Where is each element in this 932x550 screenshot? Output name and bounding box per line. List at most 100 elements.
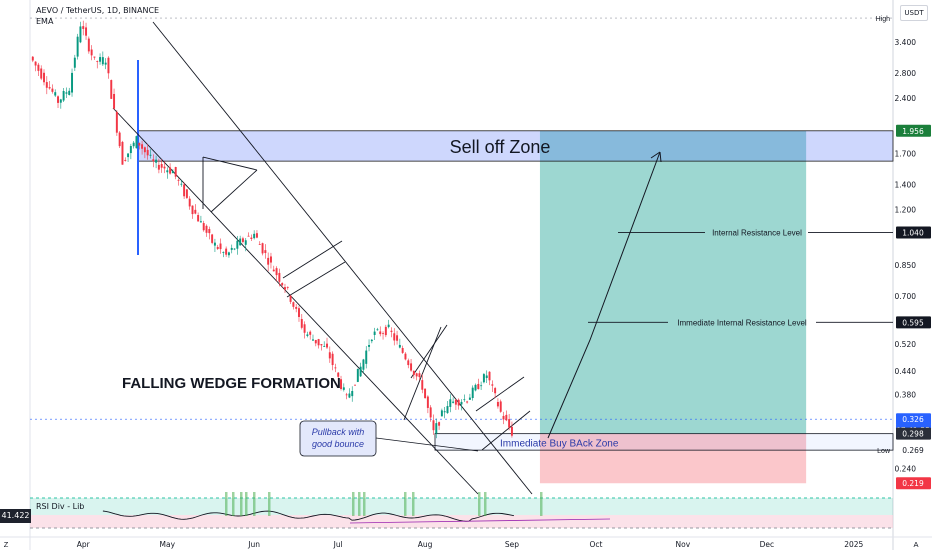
candle-body bbox=[424, 388, 427, 399]
rsi-signal-bar bbox=[268, 492, 271, 516]
candle-body bbox=[466, 401, 469, 403]
candle-body bbox=[157, 164, 160, 170]
candle-body bbox=[370, 339, 373, 342]
candle-body bbox=[205, 225, 208, 233]
candle-body bbox=[96, 61, 99, 62]
candle-body bbox=[253, 233, 256, 239]
candle-body bbox=[348, 393, 351, 398]
candle-body bbox=[59, 99, 62, 103]
candle-body bbox=[62, 91, 65, 101]
y-tick-label: 0.850 bbox=[895, 261, 917, 270]
candle-body bbox=[351, 391, 354, 397]
candle-body bbox=[488, 371, 491, 381]
candle-body bbox=[171, 171, 174, 174]
y-tick-label: 1.700 bbox=[895, 149, 917, 158]
falling-wedge-label: FALLING WEDGE FORMATION bbox=[122, 375, 341, 392]
candle-body bbox=[303, 324, 306, 333]
trend-line bbox=[152, 21, 533, 495]
x-tick-label: Aug bbox=[418, 540, 433, 549]
candle-body bbox=[199, 221, 202, 223]
candle-body bbox=[510, 426, 513, 436]
candle-body bbox=[401, 348, 404, 353]
candle-body bbox=[446, 406, 449, 414]
buy-back-zone-label: Immediate Buy BAck Zone bbox=[500, 439, 619, 450]
candle-body bbox=[174, 167, 177, 177]
candle-body bbox=[283, 287, 286, 290]
candle-body bbox=[208, 229, 211, 234]
candle-body bbox=[37, 64, 40, 71]
candle-body bbox=[76, 36, 79, 57]
pullback-label-line1: Pullback with bbox=[312, 427, 365, 437]
candle-body bbox=[496, 401, 499, 407]
candle-body bbox=[471, 387, 474, 399]
candle-body bbox=[104, 62, 107, 65]
candle-body bbox=[345, 394, 348, 396]
candle-body bbox=[121, 141, 124, 165]
candle-body bbox=[143, 147, 146, 153]
candle-body bbox=[314, 339, 317, 344]
candle-body bbox=[298, 308, 300, 317]
rsi-signal-bar bbox=[478, 492, 481, 516]
candle-body bbox=[300, 318, 303, 328]
high-label: High bbox=[876, 16, 891, 23]
time-axis-corner-right: A bbox=[913, 540, 918, 549]
candle-body bbox=[368, 345, 371, 347]
price-tag: 0.298 bbox=[902, 430, 924, 439]
candle-body bbox=[124, 159, 127, 161]
candle-body bbox=[275, 268, 278, 276]
candle-body bbox=[118, 132, 121, 147]
candle-body bbox=[264, 250, 267, 254]
candle-body bbox=[163, 166, 166, 169]
candle-body bbox=[34, 61, 37, 66]
candle-body bbox=[211, 234, 214, 243]
candle-body bbox=[485, 375, 488, 378]
candle-body bbox=[382, 333, 385, 335]
rsi-divergence-line bbox=[349, 518, 611, 524]
candle-body bbox=[508, 419, 511, 428]
symbol-title: AEVO / TetherUS, 1D, BINANCE bbox=[36, 6, 160, 15]
rsi-legend[interactable]: RSI Div - Lib bbox=[36, 502, 85, 511]
y-tick-label: 0.440 bbox=[895, 367, 917, 376]
x-tick-label: Apr bbox=[77, 540, 91, 549]
candle-body bbox=[40, 68, 43, 79]
immediate-resistance-label: Immediate Internal Resistance Level bbox=[677, 318, 807, 327]
candle-body bbox=[278, 272, 281, 282]
y-tick-label: 1.200 bbox=[895, 205, 917, 214]
price-tag-bg bbox=[896, 124, 931, 137]
rsi-signal-bar bbox=[240, 492, 243, 516]
rsi-signal-bar bbox=[363, 492, 366, 516]
sell-off-zone-label: Sell off Zone bbox=[450, 137, 551, 157]
candle-body bbox=[292, 302, 295, 307]
candle-body bbox=[138, 142, 141, 146]
candle-body bbox=[101, 57, 104, 65]
currency-button[interactable]: USDT bbox=[900, 5, 928, 21]
rsi-signal-bar bbox=[352, 492, 355, 516]
candle-body bbox=[463, 399, 466, 401]
pullback-label-line2: good bounce bbox=[312, 439, 364, 449]
candle-body bbox=[166, 170, 169, 173]
candle-body bbox=[48, 87, 51, 89]
candle-body bbox=[107, 57, 110, 74]
rsi-signal-bar bbox=[540, 492, 543, 516]
candle-body bbox=[443, 411, 446, 413]
price-tag-bg bbox=[896, 226, 931, 239]
x-tick-label: Jun bbox=[247, 540, 260, 549]
indicator-label[interactable]: EMA bbox=[36, 17, 54, 26]
candle-body bbox=[323, 346, 326, 347]
candle-body bbox=[326, 343, 328, 348]
rsi-signal-bar bbox=[484, 492, 487, 516]
price-tag: 0.326 bbox=[902, 415, 924, 424]
rsi-value-badge: 41.422 bbox=[0, 509, 31, 523]
candle-body bbox=[90, 49, 93, 56]
price-tag-bg bbox=[896, 427, 931, 440]
candle-body bbox=[429, 407, 432, 418]
candle-body bbox=[494, 388, 497, 394]
y-tick-label: 1.400 bbox=[895, 181, 917, 190]
projection-arrow bbox=[547, 151, 661, 439]
candle-body bbox=[225, 248, 228, 255]
candle-body bbox=[180, 183, 183, 185]
candle-body bbox=[306, 334, 309, 336]
candle-body bbox=[82, 26, 85, 29]
candle-body bbox=[286, 286, 289, 288]
